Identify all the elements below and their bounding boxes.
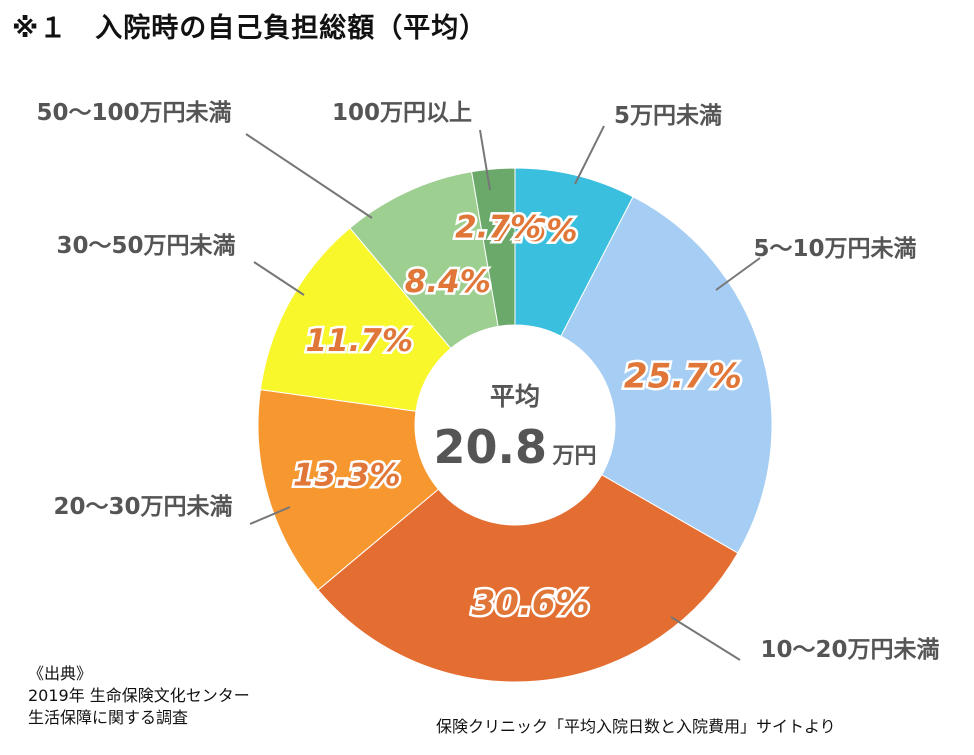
category-label: 5万円未満	[614, 103, 722, 129]
source-note: 《出典》 2019年 生命保険文化センター 生活保障に関する調査	[28, 663, 250, 729]
value-label: 7.6%	[492, 213, 578, 249]
category-label: 5～10万円未満	[753, 236, 916, 262]
value-label: 13.3%	[293, 457, 401, 493]
value-label: 25.7%	[624, 357, 742, 397]
value-label: 8.4%	[405, 264, 491, 300]
category-label: 100万円以上	[332, 100, 472, 126]
leader-line	[245, 133, 373, 219]
leader-line	[249, 506, 291, 525]
source-heading: 《出典》	[28, 664, 93, 683]
leader-line	[715, 257, 761, 291]
source-line-1: 2019年 生命保険文化センター	[28, 686, 250, 705]
value-label: 2.7%	[455, 210, 541, 246]
category-label: 20～30万円未満	[53, 494, 232, 520]
value-label: 30.6%	[472, 583, 590, 623]
category-label: 50～100万円未満	[36, 100, 231, 126]
category-label: 10～20万円未満	[760, 637, 939, 663]
source-line-2: 生活保障に関する調査	[28, 708, 189, 727]
donut-hole	[415, 325, 615, 525]
page-title: ※１ 入院時の自己負担総額（平均）	[12, 13, 488, 44]
center-value-unit: 万円	[552, 444, 597, 469]
leader-line	[479, 129, 491, 191]
value-label: 11.7%	[306, 323, 414, 359]
credit-note: 保険クリニック「平均入院日数と入院費用」サイトより	[436, 717, 836, 736]
center-label: 平均	[490, 382, 540, 411]
center-value: 20.8 万円	[433, 420, 596, 474]
leader-line	[574, 125, 605, 185]
center-value-number: 20.8	[433, 420, 547, 474]
leader-line	[670, 616, 741, 661]
category-label: 30～50万円未満	[56, 233, 235, 259]
leader-line	[253, 261, 305, 296]
